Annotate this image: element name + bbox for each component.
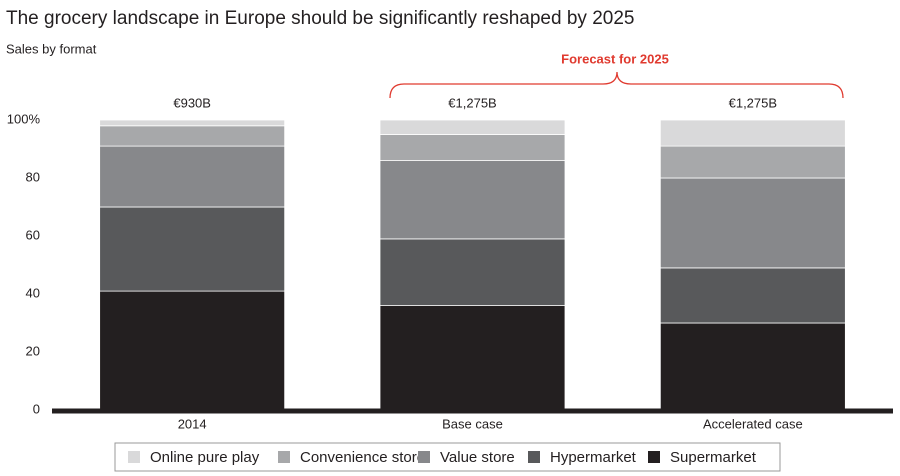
y-tick-label: 40: [26, 285, 40, 300]
legend-label: Convenience store: [300, 449, 425, 466]
legend-label: Online pure play: [150, 449, 260, 466]
annotation: Forecast for 2025: [561, 51, 669, 66]
legend-box: [114, 442, 781, 472]
chart-subtitle: Sales by format: [6, 41, 97, 56]
bar-segment: [659, 267, 846, 324]
bar-segment: [659, 145, 846, 179]
bar-segment: [99, 206, 286, 292]
y-tick-label: 0: [33, 401, 40, 416]
legend-swatch: [128, 451, 140, 463]
legend-label: Supermarket: [670, 449, 757, 466]
bar-segment: [379, 238, 566, 306]
y-tick-label: 100%: [7, 111, 41, 126]
total-label: €930B: [173, 95, 211, 110]
bar-segment: [99, 125, 286, 147]
forecast-brace: [389, 71, 844, 99]
total-label: €1,275B: [729, 95, 777, 110]
chart-title: The grocery landscape in Europe should b…: [6, 8, 634, 29]
legend-swatch: [418, 451, 430, 463]
bar-segment: [379, 119, 566, 135]
y-tick-label: 80: [26, 169, 40, 184]
total-label: €1,275B: [448, 95, 496, 110]
bar-segment: [379, 305, 566, 411]
legend-label: Hypermarket: [550, 449, 637, 466]
bar-segment: [659, 177, 846, 269]
bar-segment: [99, 290, 286, 411]
legend-swatch: [528, 451, 540, 463]
legend-label: Value store: [440, 449, 515, 466]
x-tick-label: Accelerated case: [703, 416, 803, 431]
bar-segment: [379, 134, 566, 162]
legend-swatch: [648, 451, 660, 463]
legend-swatch: [278, 451, 290, 463]
bar-segment: [379, 160, 566, 240]
x-tick-label: 2014: [178, 416, 207, 431]
bar-segment: [659, 119, 846, 147]
bar-segment: [659, 322, 846, 411]
bar-segment: [99, 145, 286, 208]
y-tick-label: 20: [26, 343, 40, 358]
x-tick-label: Base case: [442, 416, 503, 431]
y-tick-label: 60: [26, 227, 40, 242]
bar-segment: [99, 119, 286, 127]
